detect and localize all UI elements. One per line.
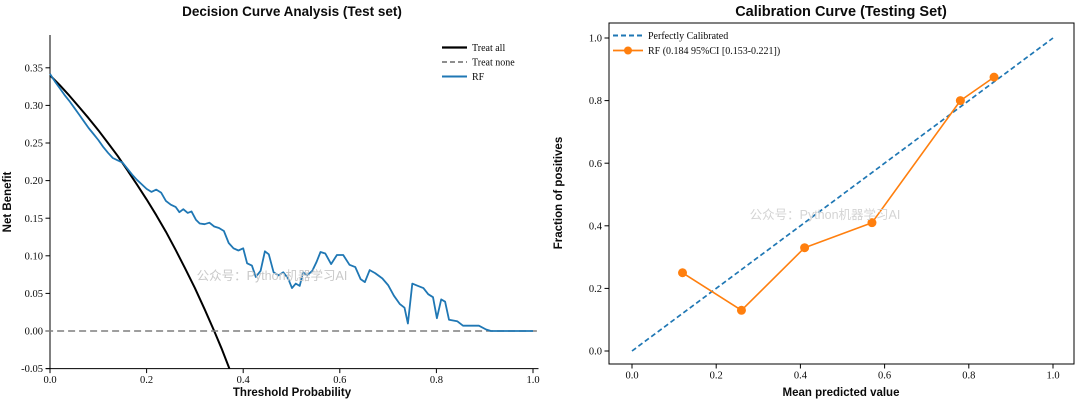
data-point-marker bbox=[867, 218, 877, 228]
data-point-marker bbox=[955, 96, 965, 106]
dca-x-axis-label: Threshold Probability bbox=[233, 387, 352, 399]
x-tick-label: 0.2 bbox=[140, 375, 153, 386]
y-tick-label: 0.10 bbox=[25, 251, 43, 262]
y-tick-label: 0.0 bbox=[589, 347, 602, 358]
x-tick-label: 0.8 bbox=[430, 375, 443, 386]
y-tick-label: 0.20 bbox=[25, 176, 43, 187]
calibration-x-axis-label: Mean predicted value bbox=[783, 387, 900, 399]
legend-label: Treat none bbox=[472, 57, 515, 68]
calibration-axes: 0.0 0.2 0.4 0.6 0.8 1.0 0.0 0.2 0.4 0.6 0.8 1.0 bbox=[589, 22, 1075, 382]
x-tick-label: 0.0 bbox=[43, 375, 56, 386]
watermark-text-right: 公众号：Python机器学习AI bbox=[750, 207, 901, 222]
y-tick-label: 0.00 bbox=[25, 327, 43, 338]
dca-y-axis-label: Net Benefit bbox=[2, 171, 14, 232]
x-tick-label: 0.0 bbox=[625, 371, 638, 382]
data-point-marker bbox=[989, 72, 999, 82]
calibration-chart-svg: 0.0 0.2 0.4 0.6 0.8 1.0 0.0 0.2 0.4 0.6 0.8 1.0 公众号… bbox=[553, 4, 1075, 399]
watermark-text-left: 公众号：Python机器学习AI bbox=[197, 268, 348, 283]
legend-marker-sample bbox=[624, 46, 632, 55]
dca-axes: 0.0 0.2 0.4 0.6 0.8 1.0 -0.05 0.00 0.05 0.10 0.15 0… bbox=[21, 35, 540, 386]
legend-label: Treat all bbox=[472, 43, 505, 54]
x-tick-label: 1.0 bbox=[526, 375, 539, 386]
calibration-title: Calibration Curve (Testing Set) bbox=[735, 4, 947, 20]
y-tick-label: 0.2 bbox=[589, 284, 602, 295]
dca-title: Decision Curve Analysis (Test set) bbox=[182, 4, 402, 19]
x-tick-label: 0.6 bbox=[333, 375, 346, 386]
legend-label: Perfectly Calibrated bbox=[648, 31, 728, 42]
x-tick-label: 0.6 bbox=[878, 371, 891, 382]
series-line-rf-0-184-95-ci-0-153-0-221 bbox=[682, 76, 995, 312]
calibration-chart-panel: 0.0 0.2 0.4 0.6 0.8 1.0 0.0 0.2 0.4 0.6 0.8 1.0 公众号… bbox=[540, 0, 1080, 404]
y-tick-label: 0.35 bbox=[25, 63, 43, 74]
series-line-rf bbox=[49, 73, 533, 332]
dca-chart-svg: 0.0 0.2 0.4 0.6 0.8 1.0 -0.05 0.00 0.05 0.10 0.15 0… bbox=[2, 4, 540, 399]
y-tick-label: 0.30 bbox=[25, 101, 43, 112]
legend-label: RF bbox=[472, 72, 485, 83]
y-tick-label: 0.15 bbox=[25, 214, 43, 225]
dca-legend: Treat all Treat none RF bbox=[442, 43, 515, 83]
calibration-y-axis-label: Fraction of positives bbox=[553, 137, 565, 249]
dca-chart-panel: 0.0 0.2 0.4 0.6 0.8 1.0 -0.05 0.00 0.05 0.10 0.15 0… bbox=[2, 4, 540, 399]
data-point-marker bbox=[678, 268, 688, 278]
x-tick-label: 0.4 bbox=[794, 371, 808, 382]
series-line-perfectly-calibrated bbox=[631, 37, 1054, 352]
x-tick-label: 0.2 bbox=[710, 371, 723, 382]
calibration-legend: Perfectly Calibrated RF (0.184 95%CI [0.1… bbox=[613, 31, 780, 57]
y-tick-label: 0.6 bbox=[589, 159, 602, 170]
series-line-treat-all bbox=[49, 74, 231, 369]
x-tick-label: 0.8 bbox=[962, 371, 975, 382]
y-tick-label: 0.05 bbox=[25, 289, 43, 300]
x-tick-label: 0.4 bbox=[237, 375, 251, 386]
data-point-marker bbox=[736, 305, 746, 315]
y-tick-label: 0.25 bbox=[25, 139, 43, 150]
y-tick-label: 1.0 bbox=[589, 34, 602, 45]
y-tick-label: -0.05 bbox=[21, 364, 43, 375]
data-point-marker bbox=[800, 243, 810, 253]
plot-frame bbox=[608, 22, 1075, 365]
y-tick-label: 0.4 bbox=[589, 221, 603, 232]
x-tick-label: 1.0 bbox=[1046, 371, 1059, 382]
y-tick-label: 0.8 bbox=[589, 96, 602, 107]
legend-label: RF (0.184 95%CI [0.153-0.221]) bbox=[648, 46, 780, 57]
